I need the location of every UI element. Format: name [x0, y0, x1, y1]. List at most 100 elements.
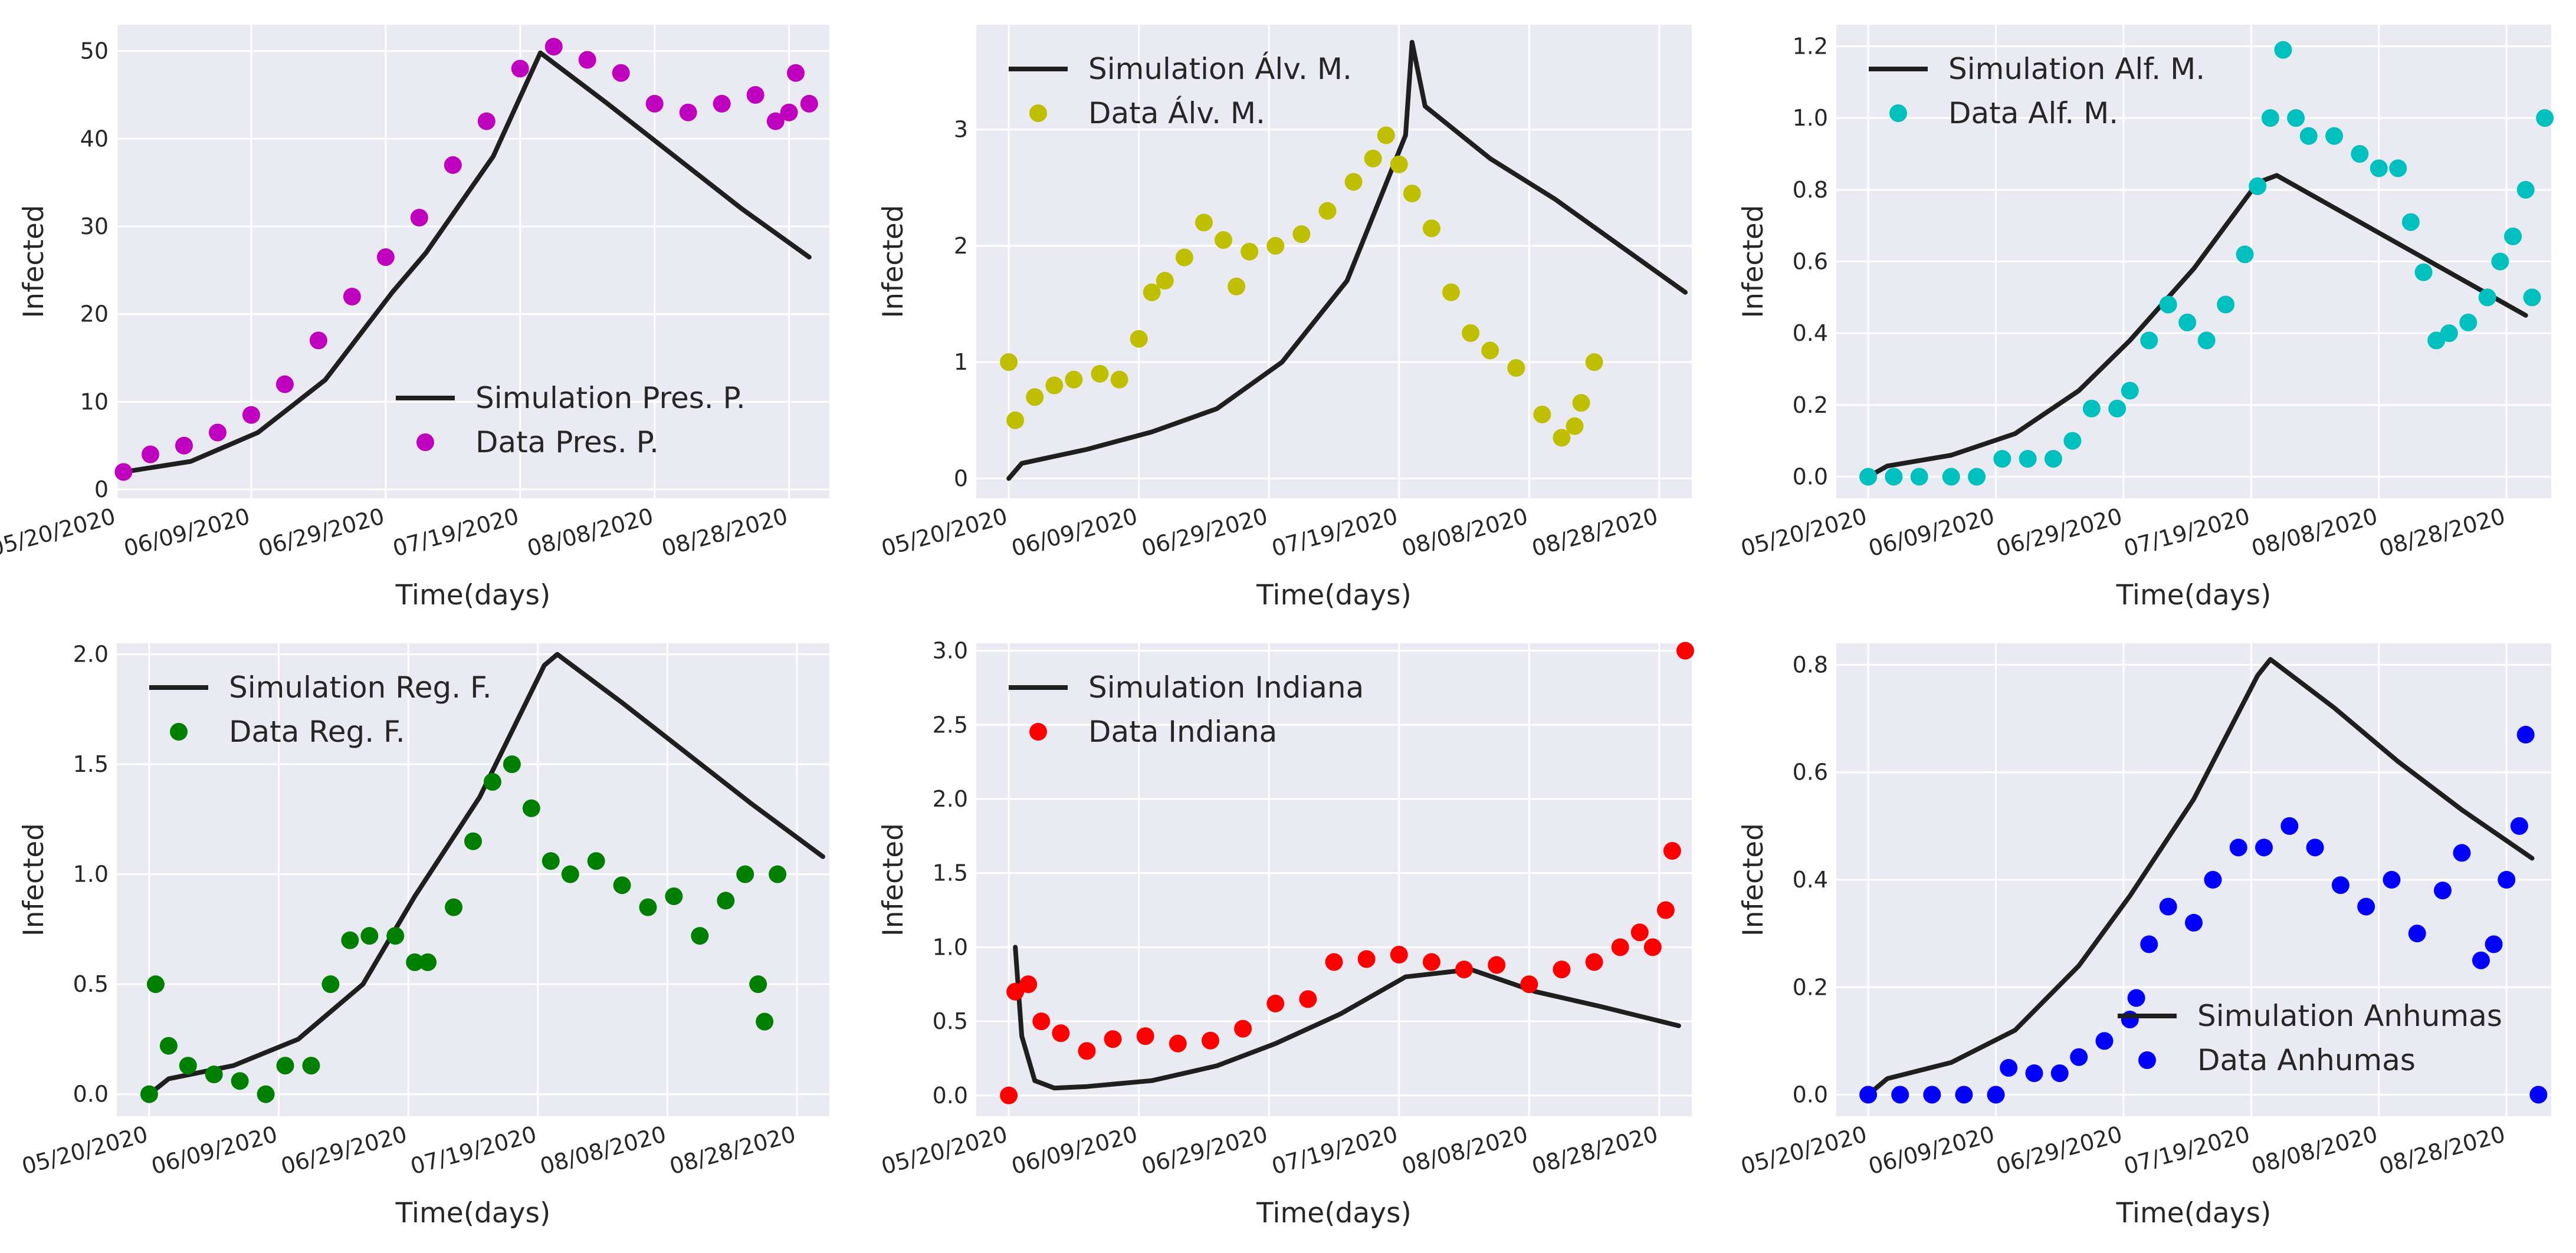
y-tick-label: 0.5	[73, 971, 109, 997]
data-point	[713, 94, 731, 113]
subplot-2: 0 1 2 3 05/20/202006/09/202006/29/202007/19/…	[877, 25, 1692, 611]
x-tick-label: 07/19/2020	[1269, 1121, 1400, 1179]
legend-label: Data Álv. M.	[1088, 96, 1265, 130]
data-point	[1663, 841, 1681, 860]
data-point	[1390, 945, 1408, 963]
y-tick-label: 1.0	[933, 934, 968, 960]
simulation-line	[121, 50, 812, 475]
data-point	[2050, 1064, 2069, 1083]
data-point	[2414, 263, 2433, 281]
y-tick-label: 2	[954, 233, 968, 259]
data-point	[2434, 882, 2452, 900]
data-point	[1442, 283, 1460, 301]
x-tick-label: 06/09/2020	[1009, 503, 1140, 561]
data-point	[483, 773, 501, 791]
x-tick-label: 05/20/2020	[1738, 503, 1869, 561]
y-tick-label: 0.6	[1793, 759, 1828, 785]
data-point	[2370, 159, 2388, 177]
data-point	[639, 898, 657, 916]
x-tick-label: 07/19/2020	[390, 503, 521, 561]
y-axis-label: Infected	[18, 823, 50, 936]
data-point	[386, 927, 405, 945]
data-point	[2287, 109, 2305, 127]
data-point	[1455, 961, 1474, 979]
subplot-6: 0.0 0.2 0.4 0.6 0.8 05/20/202006/09/202006/29…	[1737, 643, 2551, 1229]
y-tick-label: 0	[954, 465, 968, 491]
data-point	[2261, 109, 2279, 127]
data-point	[2140, 331, 2158, 350]
y-axis-label: Infected	[1737, 205, 1770, 318]
data-point	[1630, 923, 1649, 942]
data-point	[2236, 245, 2254, 264]
x-tick-label: 05/20/2020	[879, 1121, 1010, 1179]
data-point	[1325, 953, 1343, 971]
x-tick-label: 08/08/2020	[537, 1121, 669, 1179]
legend-label: Simulation Indiana	[1088, 670, 1364, 705]
data-point	[736, 865, 754, 883]
x-tick-label: 08/28/2020	[667, 1121, 798, 1179]
legend-marker-icon	[1889, 104, 1907, 122]
y-tick-label: 40	[80, 126, 109, 152]
data-point	[302, 1057, 320, 1075]
data-point	[2516, 180, 2535, 199]
legend-label: Data Indiana	[1088, 715, 1277, 749]
y-tick-label: 0.0	[73, 1081, 109, 1107]
x-tick-label: 07/19/2020	[408, 1121, 539, 1179]
data-point	[1130, 330, 1148, 348]
data-point	[146, 975, 165, 994]
data-point	[2331, 876, 2349, 894]
data-point	[1859, 1086, 1878, 1104]
legend-marker-icon	[1029, 723, 1047, 741]
data-point	[1885, 468, 1903, 486]
subplot-3: 0.0 0.2 0.4 0.6 0.8 1.0 1.2 05/20/202006/09/202…	[1737, 25, 2554, 611]
y-tick-label: 2.0	[73, 642, 109, 667]
legend-label: Simulation Anhumas	[2197, 999, 2502, 1033]
data-point	[2255, 838, 2273, 857]
data-point	[1676, 642, 1694, 660]
data-point	[410, 209, 428, 227]
data-point	[257, 1085, 275, 1103]
data-point	[2159, 295, 2177, 314]
data-point	[2197, 331, 2216, 350]
y-tick-label: 10	[80, 389, 109, 415]
simulation-line	[1866, 173, 2528, 479]
x-tick-label: 05/20/2020	[1738, 1121, 1869, 1179]
x-axis-label: Time(days)	[1256, 579, 1412, 611]
data-point	[2274, 41, 2292, 59]
data-point	[1859, 468, 1878, 486]
data-point	[1390, 155, 1408, 173]
data-point	[1318, 202, 1337, 220]
data-point	[679, 103, 697, 121]
data-point	[691, 927, 709, 945]
x-tick-label: 08/08/2020	[1399, 1121, 1531, 1179]
data-point	[1065, 370, 1083, 389]
x-axis-label: Time(days)	[395, 579, 551, 611]
data-point	[1553, 429, 1571, 447]
data-point	[1585, 353, 1603, 371]
data-point	[1299, 990, 1317, 1008]
data-point	[544, 38, 563, 56]
data-point	[2472, 951, 2490, 969]
data-point	[522, 799, 540, 817]
data-point	[2025, 1064, 2043, 1083]
x-tick-label: 07/19/2020	[2121, 503, 2253, 561]
data-point	[1078, 1042, 1096, 1060]
legend-label: Data Anhumas	[2197, 1043, 2416, 1077]
data-point	[275, 375, 294, 393]
data-point	[1481, 341, 1499, 360]
y-tick-label: 2.0	[933, 786, 968, 812]
data-point	[2063, 432, 2082, 450]
x-tick-label: 08/08/2020	[2249, 503, 2380, 561]
x-axis-label: Time(days)	[2116, 579, 2272, 611]
data-point	[1000, 1086, 1018, 1104]
y-tick-label: 0.0	[933, 1083, 968, 1109]
data-point	[2485, 935, 2503, 953]
x-tick-label: 08/28/2020	[1529, 503, 1661, 561]
y-tick-label: 30	[80, 213, 109, 239]
data-point	[1643, 938, 1662, 956]
legend-label: Data Alf. M.	[1948, 96, 2118, 130]
data-point	[2498, 871, 2516, 889]
legend-label: Simulation Alf. M.	[1948, 52, 2205, 86]
data-point	[2516, 725, 2535, 744]
data-point	[2453, 844, 2471, 862]
